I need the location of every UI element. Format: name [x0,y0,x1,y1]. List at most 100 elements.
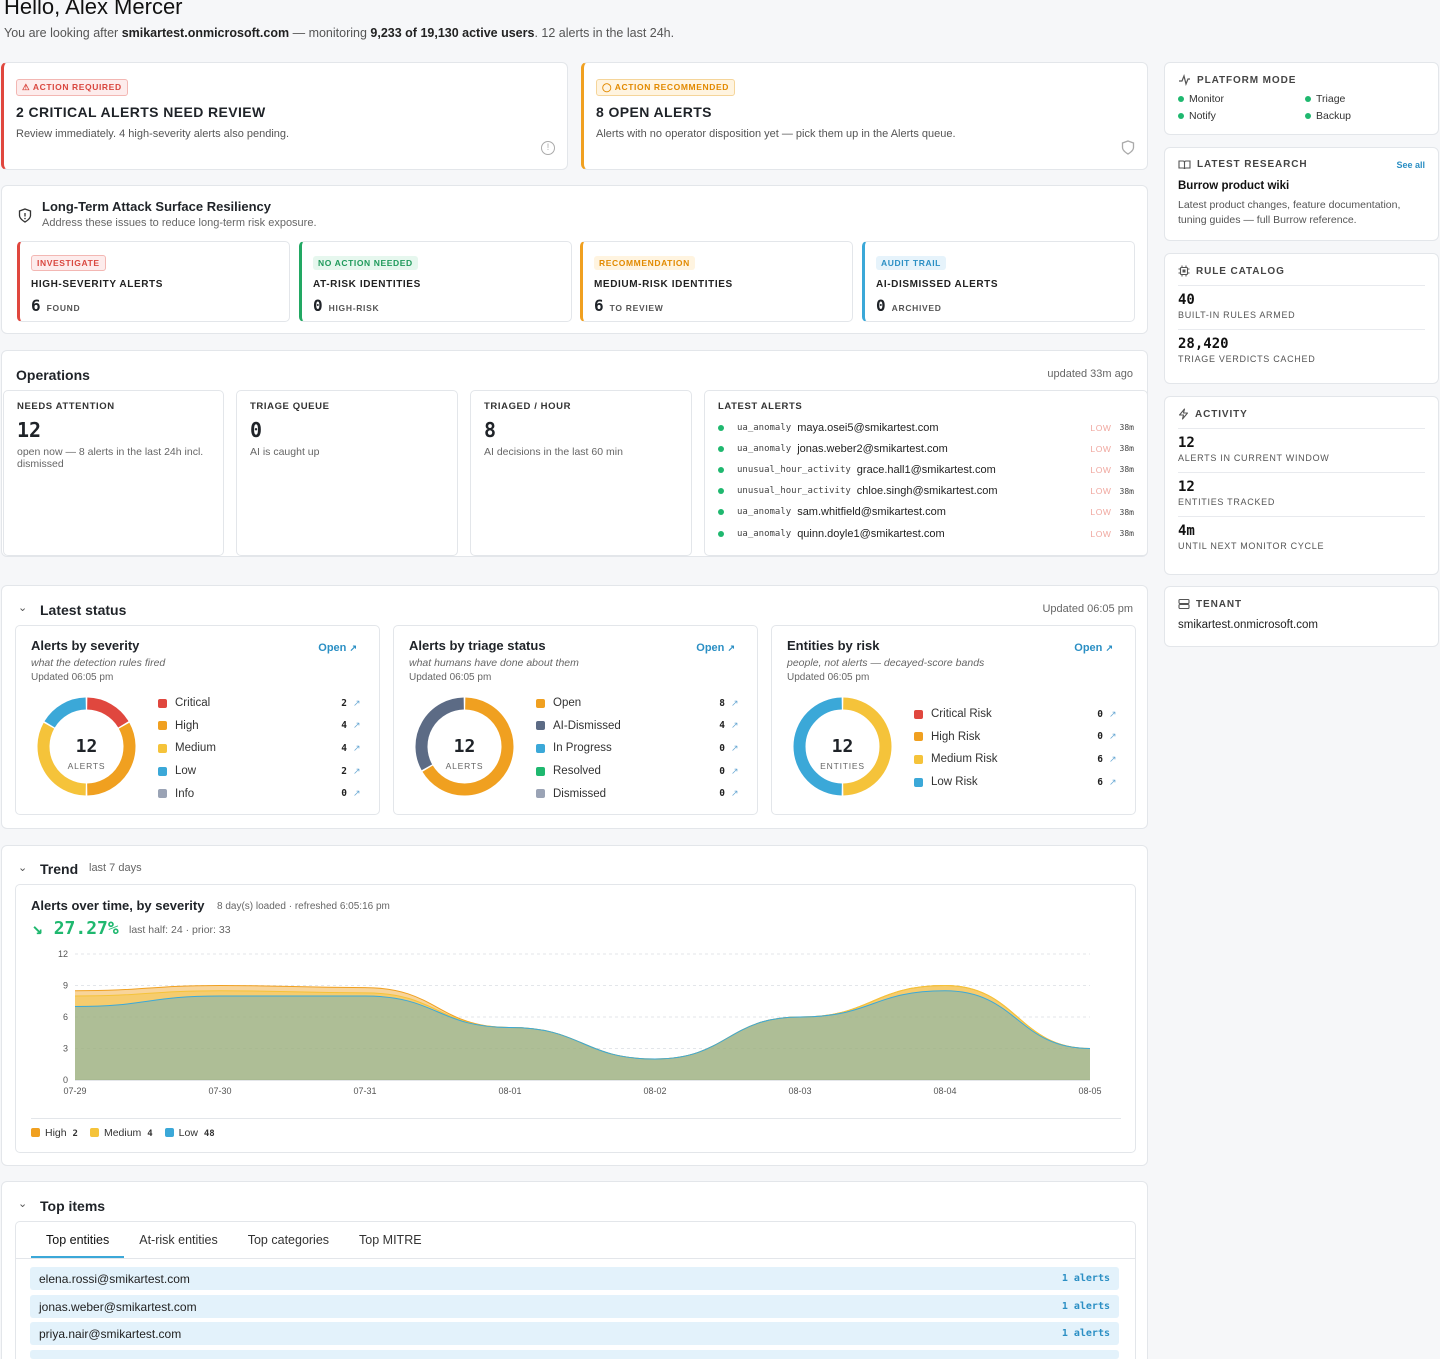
legend-item[interactable]: Critical 2 ↗ [158,692,361,715]
alert-count: 1 alerts [1061,1273,1110,1284]
latest-alert-row[interactable]: ua_anomaly sam.whitfield@smikartest.com LO… [718,502,1134,523]
legend-item[interactable]: Medium 4 ↗ [158,737,361,760]
trend-legend-item[interactable]: Medium 4 [89,1127,153,1139]
critical-alerts-banner[interactable]: ⚠ Action required 2 CRITICAL ALERTS NEED… [1,62,568,170]
triage-donut-segment-open[interactable] [422,697,514,796]
resiliency-card-1[interactable]: Investigate HIGH-SEVERITY ALERTS 6 FOUND [17,241,290,322]
triage-queue-card[interactable]: Triage queue 0 AI is caught up [236,390,458,556]
tab-top-mitre[interactable]: Top MITRE [359,1233,422,1247]
x-tick-label: 08-01 [498,1086,521,1096]
mode-backup[interactable]: Backup [1305,110,1425,122]
open-link[interactable]: Open ↗ [318,642,357,654]
y-tick-label: 12 [58,949,68,959]
chevron-down-icon[interactable]: ⌄ [18,1198,28,1210]
arrow-up-right-icon: ↗ [353,742,361,753]
open-link[interactable]: Open ↗ [1074,642,1113,654]
resiliency-pill: Audit trail [876,256,946,270]
open-link[interactable]: Open ↗ [696,642,735,654]
tab-at-risk-entities[interactable]: At-risk entities [139,1233,218,1247]
severity-donut-segment-low[interactable] [44,697,87,728]
latest-alert-row[interactable]: ua_anomaly maya.osei5@smikartest.com LOW 38… [718,417,1134,438]
open-alerts-banner[interactable]: ◯ Action recommended 8 OPEN ALERTS Alert… [581,62,1148,170]
needs-attention-card[interactable]: Needs attention 12 open now — 8 alerts i… [3,390,224,556]
severity-donut-segment-critical[interactable] [86,697,129,728]
severity-donut-chart [37,697,136,796]
action-required-pill: ⚠ Action required [16,79,128,96]
trend-legend-item[interactable]: Low 48 [164,1127,215,1139]
tab-top-entities[interactable]: Top entities [31,1222,125,1258]
research-item-title[interactable]: Burrow product wiki [1178,180,1290,192]
mode-notify[interactable]: Notify [1178,110,1305,122]
resiliency-card-title: MEDIUM-RISK IDENTITIES [594,279,733,290]
book-open-icon [1178,160,1191,170]
resiliency-card-3[interactable]: Recommendation MEDIUM-RISK IDENTITIES 6T… [580,241,853,322]
mode-triage[interactable]: Triage [1305,93,1425,105]
x-tick-label: 07-29 [63,1086,86,1096]
x-tick-label: 08-05 [1078,1086,1101,1096]
severity-donut-segment-high[interactable] [86,722,136,796]
severity-donut-segment-medium[interactable] [37,722,87,796]
risk-donut-card: Entities by risk Open ↗ people, not aler… [771,625,1136,815]
legend-item[interactable]: AI-Dismissed 4 ↗ [536,715,739,738]
legend-item[interactable]: Dismissed 0 ↗ [536,782,739,805]
legend-item[interactable]: Low 2 ↗ [158,760,361,783]
legend-item[interactable]: Open 8 ↗ [536,692,739,715]
server-icon [1178,598,1190,610]
latest-alert-row[interactable]: unusual_hour_activity grace.hall1@smikart… [718,459,1134,480]
resiliency-title: Long-Term Attack Surface Resiliency [42,199,272,214]
table-row[interactable]: elena.rossi@smikartest.com 1 alerts [30,1267,1119,1290]
x-tick-label: 08-03 [788,1086,811,1096]
risk-donut-segment-medium-risk[interactable] [842,697,892,796]
alerts-window-count: 12 [1178,435,1195,451]
triage-donut-segment-ai-dismissed[interactable] [415,697,465,771]
donut-center-value: 12 [453,736,476,757]
triage-donut-card: Alerts by triage status Open ↗ what huma… [393,625,758,815]
trend-legend-item[interactable]: High 2 [31,1127,78,1139]
table-row[interactable] [30,1350,1119,1359]
trend-section: ⌄ Trend last 7 days Alerts over time, by… [1,845,1148,1166]
x-tick-label: 08-02 [643,1086,666,1096]
trend-title: Trend [40,861,79,877]
table-row[interactable]: priya.nair@smikartest.com 1 alerts [30,1322,1119,1345]
latest-alert-row[interactable]: unusual_hour_activity chloe.singh@smikart… [718,481,1134,502]
latest-alert-row[interactable]: ua_anomaly jonas.weber2@smikartest.com LOW… [718,438,1134,459]
needs-attention-count: 12 [17,418,42,442]
top-items-tabs: Top entities At-risk entities Top categori… [16,1222,1135,1259]
risk-donut-chart [793,697,892,796]
see-all-link[interactable]: See all [1396,159,1425,170]
legend-item[interactable]: In Progress 0 ↗ [536,737,739,760]
chevron-down-icon[interactable]: ⌄ [18,862,28,874]
arrow-up-right-icon: ↗ [1109,753,1117,764]
y-tick-label: 6 [63,1012,68,1022]
entity-name: jonas.weber@smikartest.com [39,1299,197,1314]
legend-item[interactable]: High Risk 0 ↗ [914,726,1117,749]
resiliency-pill: Recommendation [594,256,695,270]
donut-center-label: ALERTS [67,761,106,771]
legend-item[interactable]: Low Risk 6 ↗ [914,771,1117,794]
legend-item[interactable]: Resolved 0 ↗ [536,760,739,783]
status-dot-icon [718,509,724,516]
latest-alert-row[interactable]: ua_anomaly quinn.doyle1@smikartest.com LOW… [718,523,1134,544]
table-row[interactable]: jonas.weber@smikartest.com 1 alerts [30,1295,1119,1318]
tenant-card: Tenant smikartest.onmicrosoft.com [1164,586,1439,647]
mode-monitor[interactable]: Monitor [1178,93,1305,105]
resiliency-card-count: 6 [594,296,604,315]
info-circle-icon: ! [541,141,555,155]
tab-top-categories[interactable]: Top categories [247,1233,330,1247]
legend-item[interactable]: Info 0 ↗ [158,782,361,805]
legend-item[interactable]: High 4 ↗ [158,715,361,738]
arrow-up-right-icon: ↗ [1109,776,1117,787]
trend-change: ↘ 27.27% [32,918,119,939]
donut-card-title: Entities by risk [787,638,880,653]
arrow-up-right-icon: ↗ [1109,731,1117,742]
risk-donut-segment-low-risk[interactable] [793,697,843,796]
resiliency-card-2[interactable]: No action needed AT-RISK IDENTITIES 0 HIG… [299,241,572,322]
research-item-text: Latest product changes, feature document… [1178,199,1401,226]
chevron-down-icon[interactable]: ⌄ [18,602,28,614]
resiliency-card-4[interactable]: Audit trail AI-DISMISSED ALERTS 0 ARCHIVE… [862,241,1135,322]
latest-status-section: ⌄ Latest status Updated 06:05 pm Alerts … [1,585,1148,829]
legend-item[interactable]: Medium Risk 6 ↗ [914,748,1117,771]
triaged-per-hour-card[interactable]: Triaged / hour 8 AI decisions in the las… [470,390,692,556]
latest-alerts-card: Latest alerts ua_anomaly maya.osei5@smika… [704,390,1148,556]
legend-item[interactable]: Critical Risk 0 ↗ [914,703,1117,726]
